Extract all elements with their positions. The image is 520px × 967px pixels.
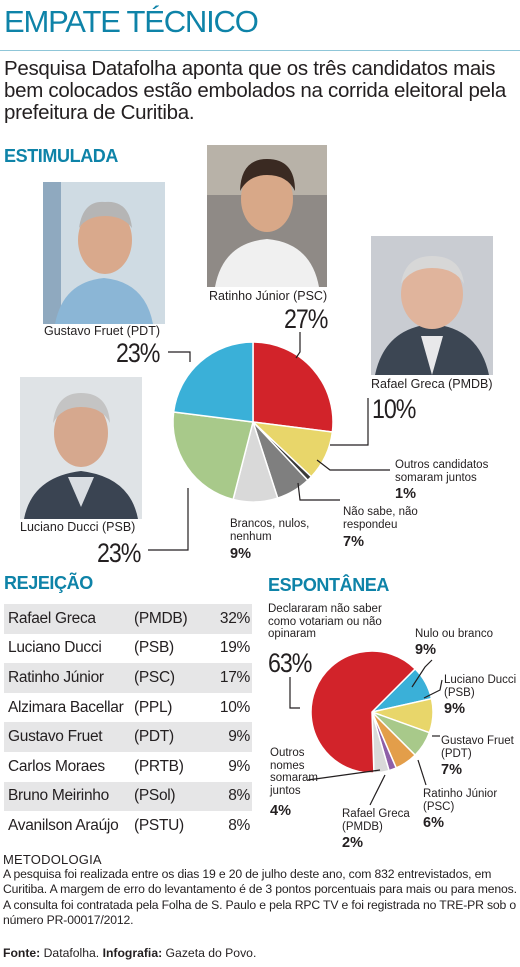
methodology-text: A pesquisa foi realizada entre os dias 1… (3, 867, 517, 928)
source-value: Datafolha. (40, 946, 103, 960)
stimulated-slice-0 (252, 341, 334, 433)
rej-name: Carlos Moraes (8, 757, 105, 775)
pct-ratinho-junior: 27% (284, 304, 328, 334)
table-row: Luciano Ducci (PSB) 19% (4, 634, 252, 664)
table-row: Alzimara Bacellar (PPL) 10% (4, 693, 252, 723)
photo-rafael-greca (371, 236, 493, 375)
leader-ratinho-sp (417, 759, 427, 786)
label-sp-greca: Rafael Greca (PMDB) (342, 808, 410, 833)
rej-pct: 17% (219, 668, 250, 686)
rej-name: Avanilson Araújo (8, 816, 119, 834)
label-nao-sabe: Não sabe, não respondeu (343, 506, 418, 531)
rej-pct: 9% (228, 728, 250, 746)
rej-pct: 10% (219, 698, 250, 716)
pct-rafael-greca: 10% (372, 394, 416, 424)
label-sp-naosabe: Declararam não saber como votariam ou nã… (268, 603, 382, 640)
section-title-stimulated: ESTIMULADA (4, 146, 118, 166)
pct-outros-candidatos: 1% (395, 486, 416, 502)
label-ratinho-junior: Ratinho Júnior (PSC) (209, 289, 328, 303)
label-sp-ducci: Luciano Ducci (PSB) (444, 674, 517, 699)
leader-63 (289, 677, 300, 709)
leader-nulo (411, 659, 433, 688)
rej-party: (PPL) (134, 698, 173, 716)
table-row: Gustavo Fruet (PDT) 9% (4, 722, 252, 752)
rej-name: Bruno Meirinho (8, 787, 109, 805)
pct-luciano-ducci: 23% (97, 538, 141, 568)
label-brancos-nulos: Brancos, nulos, nenhum (230, 518, 310, 543)
rej-party: (PDT) (134, 728, 174, 746)
rej-party: (PSol) (134, 787, 176, 805)
leader-greca-sp (369, 774, 386, 806)
section-title-rejection: REJEIÇÃO (4, 573, 93, 593)
rej-name: Alzimara Bacellar (8, 698, 124, 716)
label-gustavo-fruet: Gustavo Fruet (PDT) (44, 324, 160, 338)
leader-naosabe (297, 482, 340, 501)
table-row: Bruno Meirinho (PSol) 8% (4, 781, 252, 812)
table-row: Avanilson Araújo (PSTU) 8% (4, 811, 252, 841)
rej-party: (PMDB) (134, 609, 188, 627)
label-luciano-ducci: Luciano Ducci (PSB) (20, 520, 136, 534)
section-title-spontaneous: ESPONTÂNEA (268, 575, 390, 595)
source-line: Fonte: Datafolha. Infografia: Gazeta do … (3, 946, 256, 960)
infographic-label: Infografia: (102, 946, 163, 960)
rej-party: (PSC) (134, 668, 175, 686)
rej-name: Ratinho Júnior (8, 668, 104, 686)
label-outros-candidatos: Outros candidatos somaram juntos (395, 459, 489, 484)
rej-pct: 8% (228, 787, 250, 805)
stimulated-slice-6 (172, 341, 254, 423)
rej-party: (PSB) (134, 639, 174, 657)
label-sp-fruet: Gustavo Fruet (PDT) (441, 735, 514, 760)
leader-ducci-sp (423, 679, 443, 699)
page-subtitle: Pesquisa Datafolha aponta que os três ca… (4, 57, 507, 124)
leader-fruet (168, 351, 191, 362)
pct-sp-greca: 2% (342, 835, 363, 851)
rej-pct: 9% (228, 757, 250, 775)
rej-name: Rafael Greca (8, 609, 96, 627)
photo-ratinho-junior (207, 145, 327, 287)
pct-sp-nulo: 9% (415, 642, 436, 658)
pct-sp-ducci: 9% (444, 701, 465, 717)
leader-outros (316, 459, 390, 471)
source-label: Fonte: (3, 946, 41, 960)
rej-party: (PRTB) (134, 757, 184, 775)
label-sp-outros: Outros nomes somaram juntos (270, 747, 318, 797)
table-row: Ratinho Júnior (PSC) 17% (4, 663, 252, 693)
label-rafael-greca: Rafael Greca (PMDB) (371, 377, 493, 391)
infographic-value: Gazeta do Povo. (162, 946, 257, 960)
methodology-title: METODOLOGIA (3, 852, 102, 867)
pct-sp-outros: 4% (270, 803, 291, 819)
rej-party: (PSTU) (134, 816, 184, 834)
rej-name: Gustavo Fruet (8, 728, 103, 746)
rej-name: Luciano Ducci (8, 639, 102, 657)
photo-luciano-ducci (20, 377, 142, 519)
pct-brancos-nulos: 9% (230, 546, 251, 562)
pct-nao-sabe: 7% (343, 534, 364, 550)
title-divider (0, 50, 520, 51)
leader-greca (330, 398, 369, 446)
leader-ducci (148, 488, 189, 551)
photo-gustavo-fruet (43, 182, 165, 324)
leader-outros-sp (307, 769, 381, 781)
table-row: Carlos Moraes (PRTB) 9% (4, 752, 252, 782)
pct-sp-ratinho: 6% (423, 815, 444, 831)
rejection-table: Rafael Greca (PMDB) 32% Luciano Ducci (PSB)… (4, 604, 252, 841)
label-sp-ratinho: Ratinho Júnior (PSC) (423, 788, 498, 813)
page-title: EMPATE TÉCNICO (4, 4, 259, 39)
rej-pct: 19% (219, 639, 250, 657)
pct-gustavo-fruet: 23% (116, 338, 160, 368)
label-sp-nulo: Nulo ou branco (415, 628, 493, 640)
spontaneous-slice-6 (310, 650, 417, 774)
rej-pct: 8% (228, 816, 250, 834)
stimulated-slice-5 (172, 411, 254, 501)
rej-pct: 32% (219, 609, 250, 627)
pct-sp-fruet: 7% (441, 762, 462, 778)
table-row: Rafael Greca (PMDB) 32% (4, 604, 252, 634)
pct-sp-naosabe: 63% (268, 648, 312, 678)
leader-ratinho (295, 332, 301, 359)
